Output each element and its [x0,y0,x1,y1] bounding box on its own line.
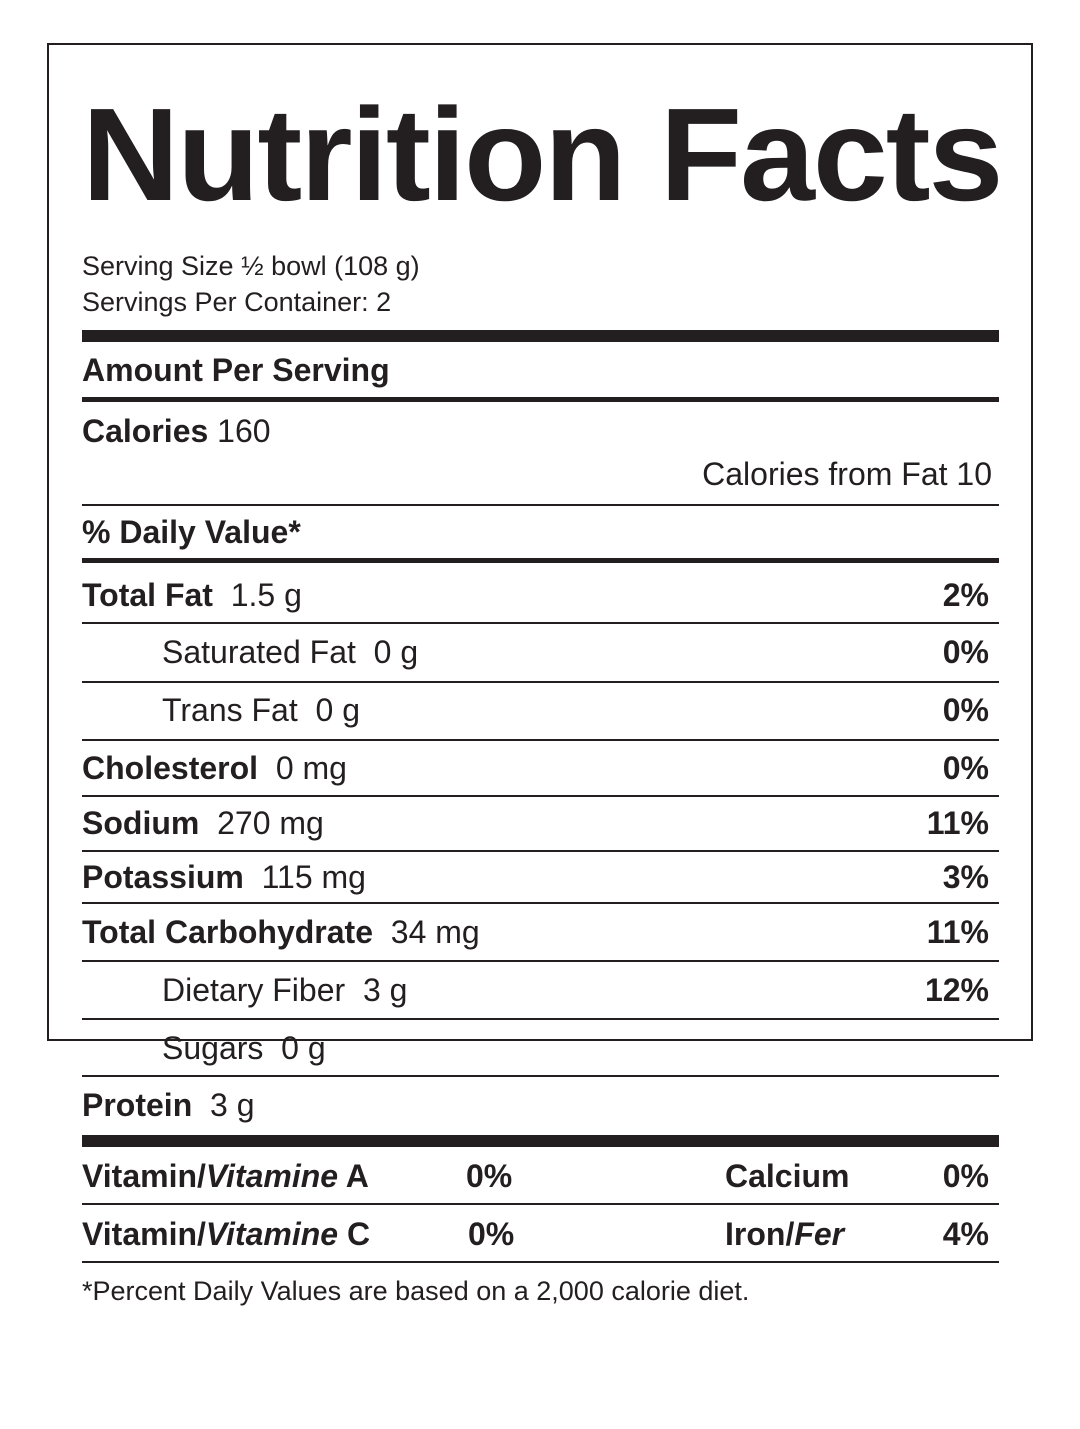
amount-per-serving-heading: Amount Per Serving [82,352,390,388]
nutrient-row-sugars: Sugars 0 g [82,1028,999,1068]
nutrient-row-trans-fat: Trans Fat 0 g 0% [82,690,999,730]
nutrient-label: Protein [82,1087,193,1123]
nutrient-row-dietary-fiber: Dietary Fiber 3 g 12% [82,970,999,1010]
divider [82,622,999,624]
vitamin-c-percent: 0% [468,1216,515,1252]
nutrient-label: Cholesterol [82,750,259,786]
nutrient-percent: 12% [924,972,989,1008]
thick-divider [82,1135,999,1147]
divider [82,1075,999,1077]
nutrient-percent: 2% [942,577,989,613]
nutrient-row-total-fat: Total Fat 1.5 g 2% [82,575,999,615]
calcium-percent: 0% [942,1158,989,1194]
divider [82,850,999,852]
label-title: Nutrition Facts [82,81,1003,228]
calories-row: Calories 160 [82,411,999,451]
nutrient-label: Potassium [82,859,244,895]
divider [82,1261,999,1263]
divider [82,795,999,797]
nutrient-label: Total Fat [82,577,213,613]
nutrient-amount: 270 mg [217,805,324,841]
nutrient-label: Dietary Fiber [162,972,346,1008]
divider [82,504,999,506]
vitamin-a-percent: 0% [466,1158,513,1194]
medium-divider [82,397,999,402]
calories-from-fat: Calories from Fat 10 [702,456,992,492]
nutrient-percent: 3% [942,859,989,895]
nutrient-percent: 11% [926,914,989,950]
nutrient-label: Total Carbohydrate [82,914,373,950]
divider [82,739,999,741]
divider [82,960,999,962]
divider [82,902,999,904]
daily-value-heading: % Daily Value* [82,514,301,550]
nutrient-amount: 0 mg [275,750,347,786]
calories-value: 160 [217,413,271,449]
nutrient-label: Sugars [162,1030,264,1066]
nutrient-label: Sodium [82,805,200,841]
nutrient-amount: 115 mg [261,859,366,895]
nutrient-row-protein: Protein 3 g [82,1085,999,1125]
nutrient-percent: 0% [942,750,989,786]
nutrient-percent: 11% [926,805,989,841]
nutrient-row-potassium: Potassium 115 mg 3% [82,857,999,897]
nutrient-amount: 3 g [362,972,408,1008]
serving-size: Serving Size ½ bowl (108 g) [82,251,420,281]
iron-label: Iron/Fer [725,1216,845,1252]
nutrient-row-saturated-fat: Saturated Fat 0 g 0% [82,632,999,672]
nutrient-amount: 0 g [315,692,360,728]
divider [82,1018,999,1020]
calcium-label: Calcium [725,1158,850,1194]
nutrient-row-sodium: Sodium 270 mg 11% [82,803,999,843]
divider [82,681,999,683]
vitamin-c-label: Vitamin/Vitamine C [82,1216,371,1252]
nutrient-label: Trans Fat [162,692,298,728]
nutrient-row-cholesterol: Cholesterol 0 mg 0% [82,748,999,788]
nutrient-amount: 34 mg [390,914,480,950]
vitamin-a-label: Vitamin/Vitamine A [82,1158,369,1194]
nutrition-label: Nutrition Facts Serving Size ½ bowl (108… [82,0,1003,1429]
nutrient-label: Saturated Fat [162,634,356,670]
nutrient-percent: 0% [942,634,989,670]
iron-percent: 4% [942,1216,989,1252]
nutrient-amount: 1.5 g [230,577,302,613]
calories-label: Calories [82,413,209,449]
servings-per-container: Servings Per Container: 2 [82,287,392,317]
nutrient-percent: 0% [942,692,989,728]
footnote: *Percent Daily Values are based on a 2,0… [82,1276,750,1306]
nutrient-row-total-carbohydrate: Total Carbohydrate 34 mg 11% [82,912,999,952]
nutrient-amount: 0 g [281,1030,326,1066]
nutrient-amount: 3 g [210,1087,255,1123]
nutrient-amount: 0 g [373,634,419,670]
divider [82,1203,999,1205]
thick-divider [82,330,999,342]
nutrition-label-border [47,43,1033,1041]
medium-divider [82,558,999,563]
